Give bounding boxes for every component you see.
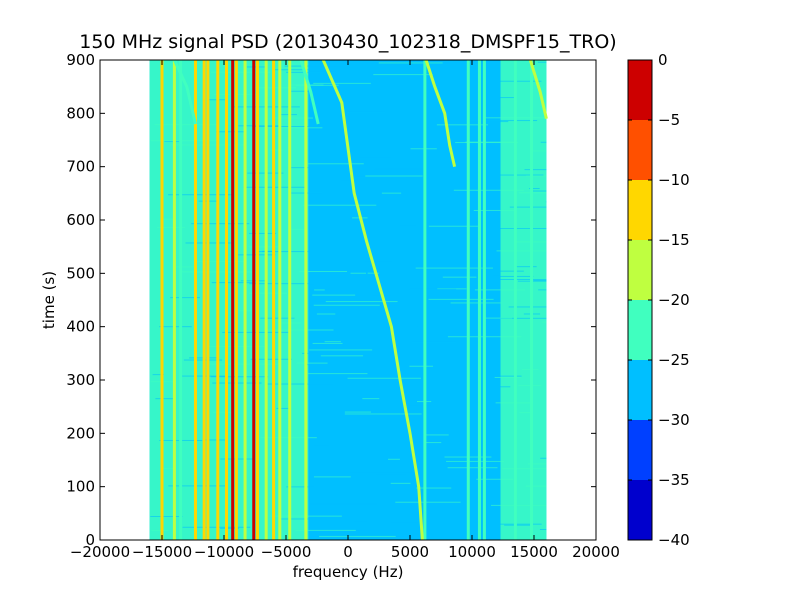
signal-line-20 [477,60,481,540]
plot-area [149,59,548,541]
colorbar-tick-label: −15 [658,231,690,249]
chart-title: 150 MHz signal PSD (20130430_102318_DMSP… [79,31,616,53]
doppler-trace-0 [321,59,424,541]
y-tick-label: 600 [66,211,95,229]
colorbar-tick-label: −40 [658,531,690,549]
colorbar-segment-6 [628,120,652,180]
signal-line-15 [278,60,282,540]
y-tick-label: 900 [66,51,95,69]
colorbar-tick-label: −30 [658,411,690,429]
x-tick-label: 0 [343,543,353,561]
x-tick-label: 15000 [510,543,558,561]
signal-line-21 [482,60,486,540]
signal-line-16 [288,60,292,540]
signal-line-11 [252,60,256,540]
x-tick-label: 20000 [572,543,620,561]
signal-line-3 [193,60,197,540]
signal-line-12 [255,60,259,540]
signal-line-13 [264,60,268,540]
y-axis-label: time (s) [40,271,58,329]
y-tick-label: 300 [66,371,95,389]
x-axis: −20000 −15000 −10000 −5000 0 5000 10000 15000 20… [70,60,620,561]
colorbar-segment-0 [628,480,652,540]
colorbar-tick-label: −25 [658,351,690,369]
colorbar-segment-2 [628,360,652,420]
signal-line-0 [160,60,164,540]
y-tick-label: 500 [66,264,95,282]
doppler-trace-2 [173,59,197,125]
signal-line-22 [513,60,517,540]
signal-line-2 [179,60,183,540]
colorbar-segment-3 [628,300,652,360]
colorbar-axis: −40 −35 −30 −25 −20 −15 −10 −5 0 [628,51,690,549]
y-tick-label: 0 [85,531,95,549]
x-tick-label: −20000 [70,543,130,561]
signal-line-9 [234,60,238,540]
colorbar-tick-label: −35 [658,471,690,489]
heatmap-band-0 [149,60,309,540]
x-tick-label: −5000 [261,543,312,561]
signal-line-7 [224,60,228,540]
colorbar-segment-4 [628,240,652,300]
heatmap-band-1 [500,60,547,540]
signal-line-6 [216,60,220,540]
colorbar-tick-label: −5 [658,111,680,129]
y-axis: 0 100 200 300 400 500 600 700 800 900 [66,51,596,549]
doppler-trace-3 [299,59,320,125]
x-axis-label: frequency (Hz) [293,563,404,581]
y-tick-label: 400 [66,318,95,336]
heatmap-texture [150,60,547,537]
colorbar [628,60,652,540]
doppler-trace-1 [424,59,457,168]
signal-line-10 [243,60,247,540]
y-tick-label: 700 [66,158,95,176]
colorbar-segment-5 [628,180,652,240]
colorbar-segment-1 [628,420,652,480]
signal-line-18 [423,60,427,540]
y-tick-label: 800 [66,104,95,122]
signal-line-1 [172,60,176,540]
x-tick-label: 10000 [448,543,496,561]
x-tick-label: 5000 [391,543,429,561]
x-tick-label: −10000 [194,543,254,561]
signal-line-4 [202,60,206,540]
signal-line-14 [272,60,276,540]
colorbar-tick-label: −10 [658,171,690,189]
colorbar-segment-7 [628,60,652,120]
y-tick-label: 200 [66,424,95,442]
colorbar-tick-label: −20 [658,291,690,309]
x-tick-label: −15000 [132,543,192,561]
doppler-trace-4 [528,59,548,120]
signal-line-8 [231,60,235,540]
signal-line-17 [304,60,308,540]
signal-line-23 [530,60,534,540]
colorbar-tick-label: 0 [658,51,668,69]
signal-line-19 [466,60,470,540]
signal-line-5 [206,60,210,540]
y-tick-label: 100 [66,478,95,496]
